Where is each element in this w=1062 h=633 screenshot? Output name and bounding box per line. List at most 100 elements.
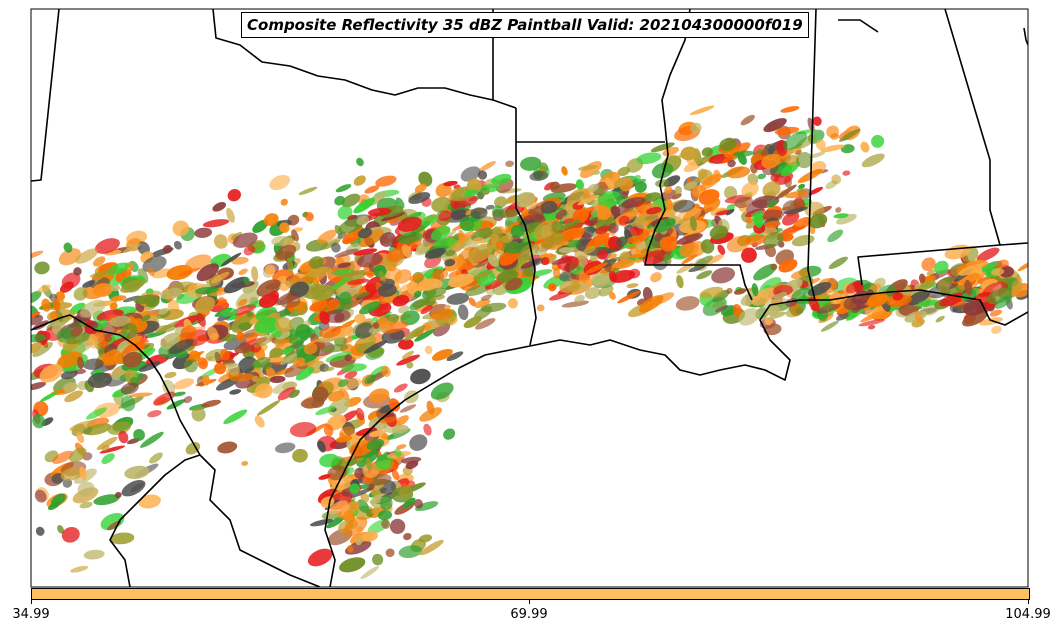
reflectivity-blob xyxy=(418,171,433,187)
reflectivity-blob xyxy=(212,201,226,212)
reflectivity-blob xyxy=(183,396,193,404)
gulf-coastline xyxy=(31,314,201,587)
reflectivity-blob xyxy=(31,342,42,354)
reflectivity-blob xyxy=(155,320,180,334)
reflectivity-blob xyxy=(921,257,936,271)
reflectivity-blob xyxy=(377,316,389,329)
reflectivity-blob xyxy=(706,254,724,265)
reflectivity-blob xyxy=(406,361,414,369)
reflectivity-blob xyxy=(578,165,598,171)
reflectivity-blob xyxy=(379,232,396,247)
reflectivity-blob xyxy=(367,207,392,217)
reflectivity-blob xyxy=(745,234,767,246)
reflectivity-blob xyxy=(315,406,336,416)
reflectivity-blob xyxy=(751,210,765,220)
reflectivity-blob xyxy=(757,173,767,180)
reflectivity-blob xyxy=(31,334,48,343)
reflectivity-blob xyxy=(93,256,106,267)
reflectivity-blob xyxy=(617,290,641,304)
reflectivity-blob xyxy=(608,270,618,282)
reflectivity-blob xyxy=(31,314,44,326)
reflectivity-blob xyxy=(976,247,1000,262)
reflectivity-blob xyxy=(628,206,637,213)
reflectivity-blob xyxy=(107,421,131,435)
tennessee-river-fragment xyxy=(838,19,879,33)
reflectivity-blob xyxy=(424,345,433,355)
reflectivity-blob xyxy=(251,266,259,282)
reflectivity-blob xyxy=(172,220,190,237)
reflectivity-blob xyxy=(530,269,553,277)
reflectivity-blob xyxy=(717,244,726,255)
reflectivity-blob xyxy=(149,452,163,464)
reflectivity-blob xyxy=(241,460,249,466)
reflectivity-blob xyxy=(168,338,194,355)
reflectivity-blob xyxy=(147,267,155,277)
colorbar xyxy=(31,588,1030,600)
reflectivity-blob xyxy=(780,106,800,113)
reflectivity-blob xyxy=(357,228,373,239)
reflectivity-blob xyxy=(860,310,886,323)
reflectivity-blob xyxy=(583,245,596,254)
reflectivity-blob xyxy=(663,253,672,265)
reflectivity-blob xyxy=(375,453,394,470)
reflectivity-blob xyxy=(251,375,259,383)
reflectivity-blob xyxy=(533,219,558,240)
reflectivity-blob xyxy=(52,450,74,464)
reflectivity-blob xyxy=(549,181,560,190)
reflectivity-blob xyxy=(52,299,61,311)
reflectivity-blob xyxy=(230,232,243,240)
reflectivity-blob xyxy=(114,491,122,499)
reflectivity-blob xyxy=(269,375,286,384)
reflectivity-blob xyxy=(431,268,449,281)
reflectivity-blob xyxy=(653,218,676,233)
reflectivity-blob xyxy=(312,284,335,301)
reflectivity-blob xyxy=(784,191,808,199)
reflectivity-blob xyxy=(646,206,662,215)
reflectivity-blob xyxy=(833,213,849,219)
reflectivity-blob xyxy=(368,430,386,437)
reflectivity-blob xyxy=(308,256,324,269)
reflectivity-blob xyxy=(649,292,675,306)
georgia-edge-fragment xyxy=(1023,27,1028,46)
reflectivity-blob xyxy=(772,291,788,299)
reflectivity-blob xyxy=(459,216,475,232)
reflectivity-blob xyxy=(286,257,294,274)
reflectivity-blob xyxy=(751,283,759,297)
reflectivity-blob xyxy=(377,510,393,521)
colorbar-tick-label-right: 104.99 xyxy=(1005,607,1051,622)
reflectivity-blob xyxy=(347,545,354,553)
reflectivity-blob xyxy=(295,324,311,340)
reflectivity-blob xyxy=(421,214,438,227)
reflectivity-blob xyxy=(697,168,708,179)
reflectivity-blob xyxy=(914,311,923,324)
reflectivity-blob xyxy=(474,318,496,330)
reflectivity-blob xyxy=(96,436,118,450)
reflectivity-blob xyxy=(448,273,475,288)
reflectivity-blob xyxy=(238,322,252,331)
reflectivity-blob xyxy=(680,146,698,161)
reflectivity-blob xyxy=(536,304,545,312)
reflectivity-blob xyxy=(650,142,675,153)
reflectivity-blob xyxy=(398,545,423,559)
reflectivity-blob xyxy=(31,290,42,304)
reflectivity-blob xyxy=(231,304,257,316)
reflectivity-blob xyxy=(979,317,1003,326)
reflectivity-blob xyxy=(361,531,379,542)
reflectivity-blob xyxy=(252,356,271,368)
reflectivity-blob xyxy=(238,298,248,307)
reflectivity-blob xyxy=(355,322,374,339)
reflectivity-blob xyxy=(423,241,431,247)
reflectivity-blob xyxy=(246,311,254,318)
reflectivity-blob xyxy=(410,368,431,385)
reflectivity-blob xyxy=(109,302,118,310)
reflectivity-blob xyxy=(431,348,453,361)
reflectivity-blob xyxy=(341,363,367,373)
reflectivity-blob xyxy=(60,466,85,481)
reflectivity-blob xyxy=(305,212,314,222)
reflectivity-blob xyxy=(245,333,258,343)
reflectivity-blob xyxy=(541,256,550,266)
reflectivity-blob xyxy=(419,539,444,556)
reflectivity-blob xyxy=(740,114,755,126)
reflectivity-blob xyxy=(672,199,695,213)
reflectivity-blob xyxy=(474,299,491,308)
